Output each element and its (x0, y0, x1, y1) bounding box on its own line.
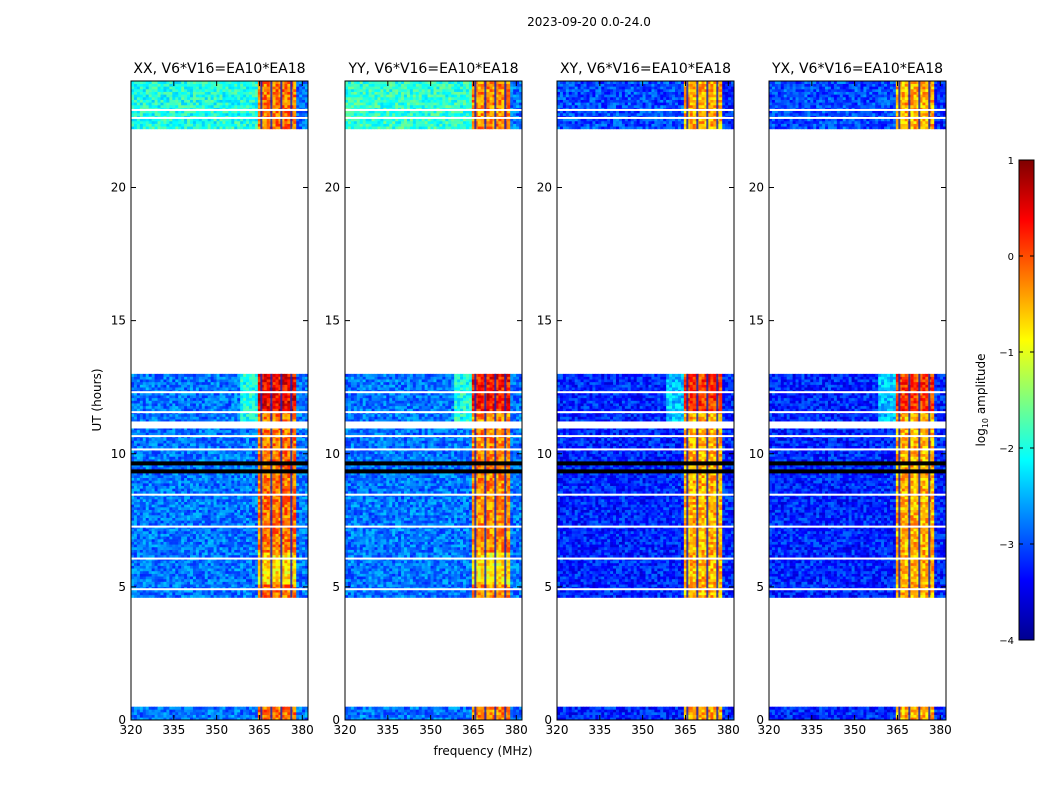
flagged-row (557, 461, 734, 465)
colorbar-gradient (1019, 160, 1034, 640)
colorbar-label-tail: amplitude (974, 354, 988, 418)
y-tick-label: 20 (325, 181, 340, 195)
y-tick-label: 5 (118, 580, 126, 594)
x-tick-label: 380 (929, 723, 952, 737)
y-tick-label: 20 (111, 181, 126, 195)
y-tick-label: 5 (332, 580, 340, 594)
flagged-row (345, 421, 522, 428)
x-tick-label: 350 (205, 723, 228, 737)
y-tick-label: 5 (544, 580, 552, 594)
figure: 2023-09-20 0.0-24.0 frequency (MHz) UT (… (0, 0, 1050, 800)
figure-title: 2023-09-20 0.0-24.0 (527, 15, 651, 29)
y-tick-label: 20 (537, 181, 552, 195)
x-tick-label: 350 (843, 723, 866, 737)
x-tick-label: 380 (717, 723, 740, 737)
y-tick-label: 15 (749, 314, 764, 328)
flagged-row (131, 469, 308, 473)
y-tick-label: 10 (325, 447, 340, 461)
colorbar-label: log10 amplitude (974, 354, 990, 447)
heatmap (345, 81, 522, 720)
flagged-row (557, 421, 734, 428)
panel-title: XY, V6*V16=EA10*EA18 (560, 61, 731, 77)
heatmap (131, 81, 308, 720)
colorbar-tick-label: −1 (999, 348, 1014, 359)
x-tick-label: 350 (631, 723, 654, 737)
colorbar: 10−1−2−3−4 log10 amplitude (974, 156, 1034, 647)
colorbar-label-main: log (974, 428, 988, 446)
y-tick-label: 15 (111, 314, 126, 328)
x-tick-label: 320 (546, 723, 569, 737)
panel-title: XX, V6*V16=EA10*EA18 (133, 61, 305, 77)
x-tick-label: 380 (291, 723, 314, 737)
colorbar-tick-label: −3 (999, 540, 1014, 551)
colorbar-tick-label: −2 (999, 444, 1014, 455)
y-tick-label: 10 (111, 447, 126, 461)
x-tick-label: 335 (588, 723, 611, 737)
y-tick-label: 10 (537, 447, 552, 461)
y-tick-label: 15 (325, 314, 340, 328)
heatmap (557, 81, 734, 720)
colorbar-tick-label: −4 (999, 636, 1014, 647)
colorbar-label-sub: 10 (981, 418, 990, 428)
x-tick-label: 365 (674, 723, 697, 737)
y-tick-label: 15 (537, 314, 552, 328)
flagged-row (345, 469, 522, 473)
x-tick-label: 335 (800, 723, 823, 737)
x-tick-label: 380 (505, 723, 528, 737)
y-tick-label: 10 (749, 447, 764, 461)
panel-title: YY, V6*V16=EA10*EA18 (347, 61, 518, 77)
flagged-row (769, 421, 946, 428)
x-tick-label: 335 (162, 723, 185, 737)
flagged-row (769, 461, 946, 465)
flagged-row (131, 421, 308, 428)
flagged-row (769, 469, 946, 473)
flagged-row (557, 469, 734, 473)
y-tick-label: 5 (756, 580, 764, 594)
y-tick-label: 20 (749, 181, 764, 195)
x-tick-label: 365 (248, 723, 271, 737)
x-tick-label: 350 (419, 723, 442, 737)
panel-title: YX, V6*V16=EA10*EA18 (771, 61, 943, 77)
y-axis-label: UT (hours) (90, 368, 104, 431)
x-tick-label: 320 (758, 723, 781, 737)
x-axis-label: frequency (MHz) (433, 744, 532, 758)
heatmap (769, 81, 946, 720)
colorbar-tick-label: 0 (1008, 252, 1014, 263)
x-tick-label: 320 (120, 723, 143, 737)
x-tick-label: 365 (462, 723, 485, 737)
x-tick-label: 365 (886, 723, 909, 737)
flagged-row (345, 461, 522, 465)
x-tick-label: 335 (376, 723, 399, 737)
colorbar-tick-label: 1 (1008, 156, 1014, 167)
x-tick-label: 320 (334, 723, 357, 737)
flagged-row (131, 461, 308, 465)
